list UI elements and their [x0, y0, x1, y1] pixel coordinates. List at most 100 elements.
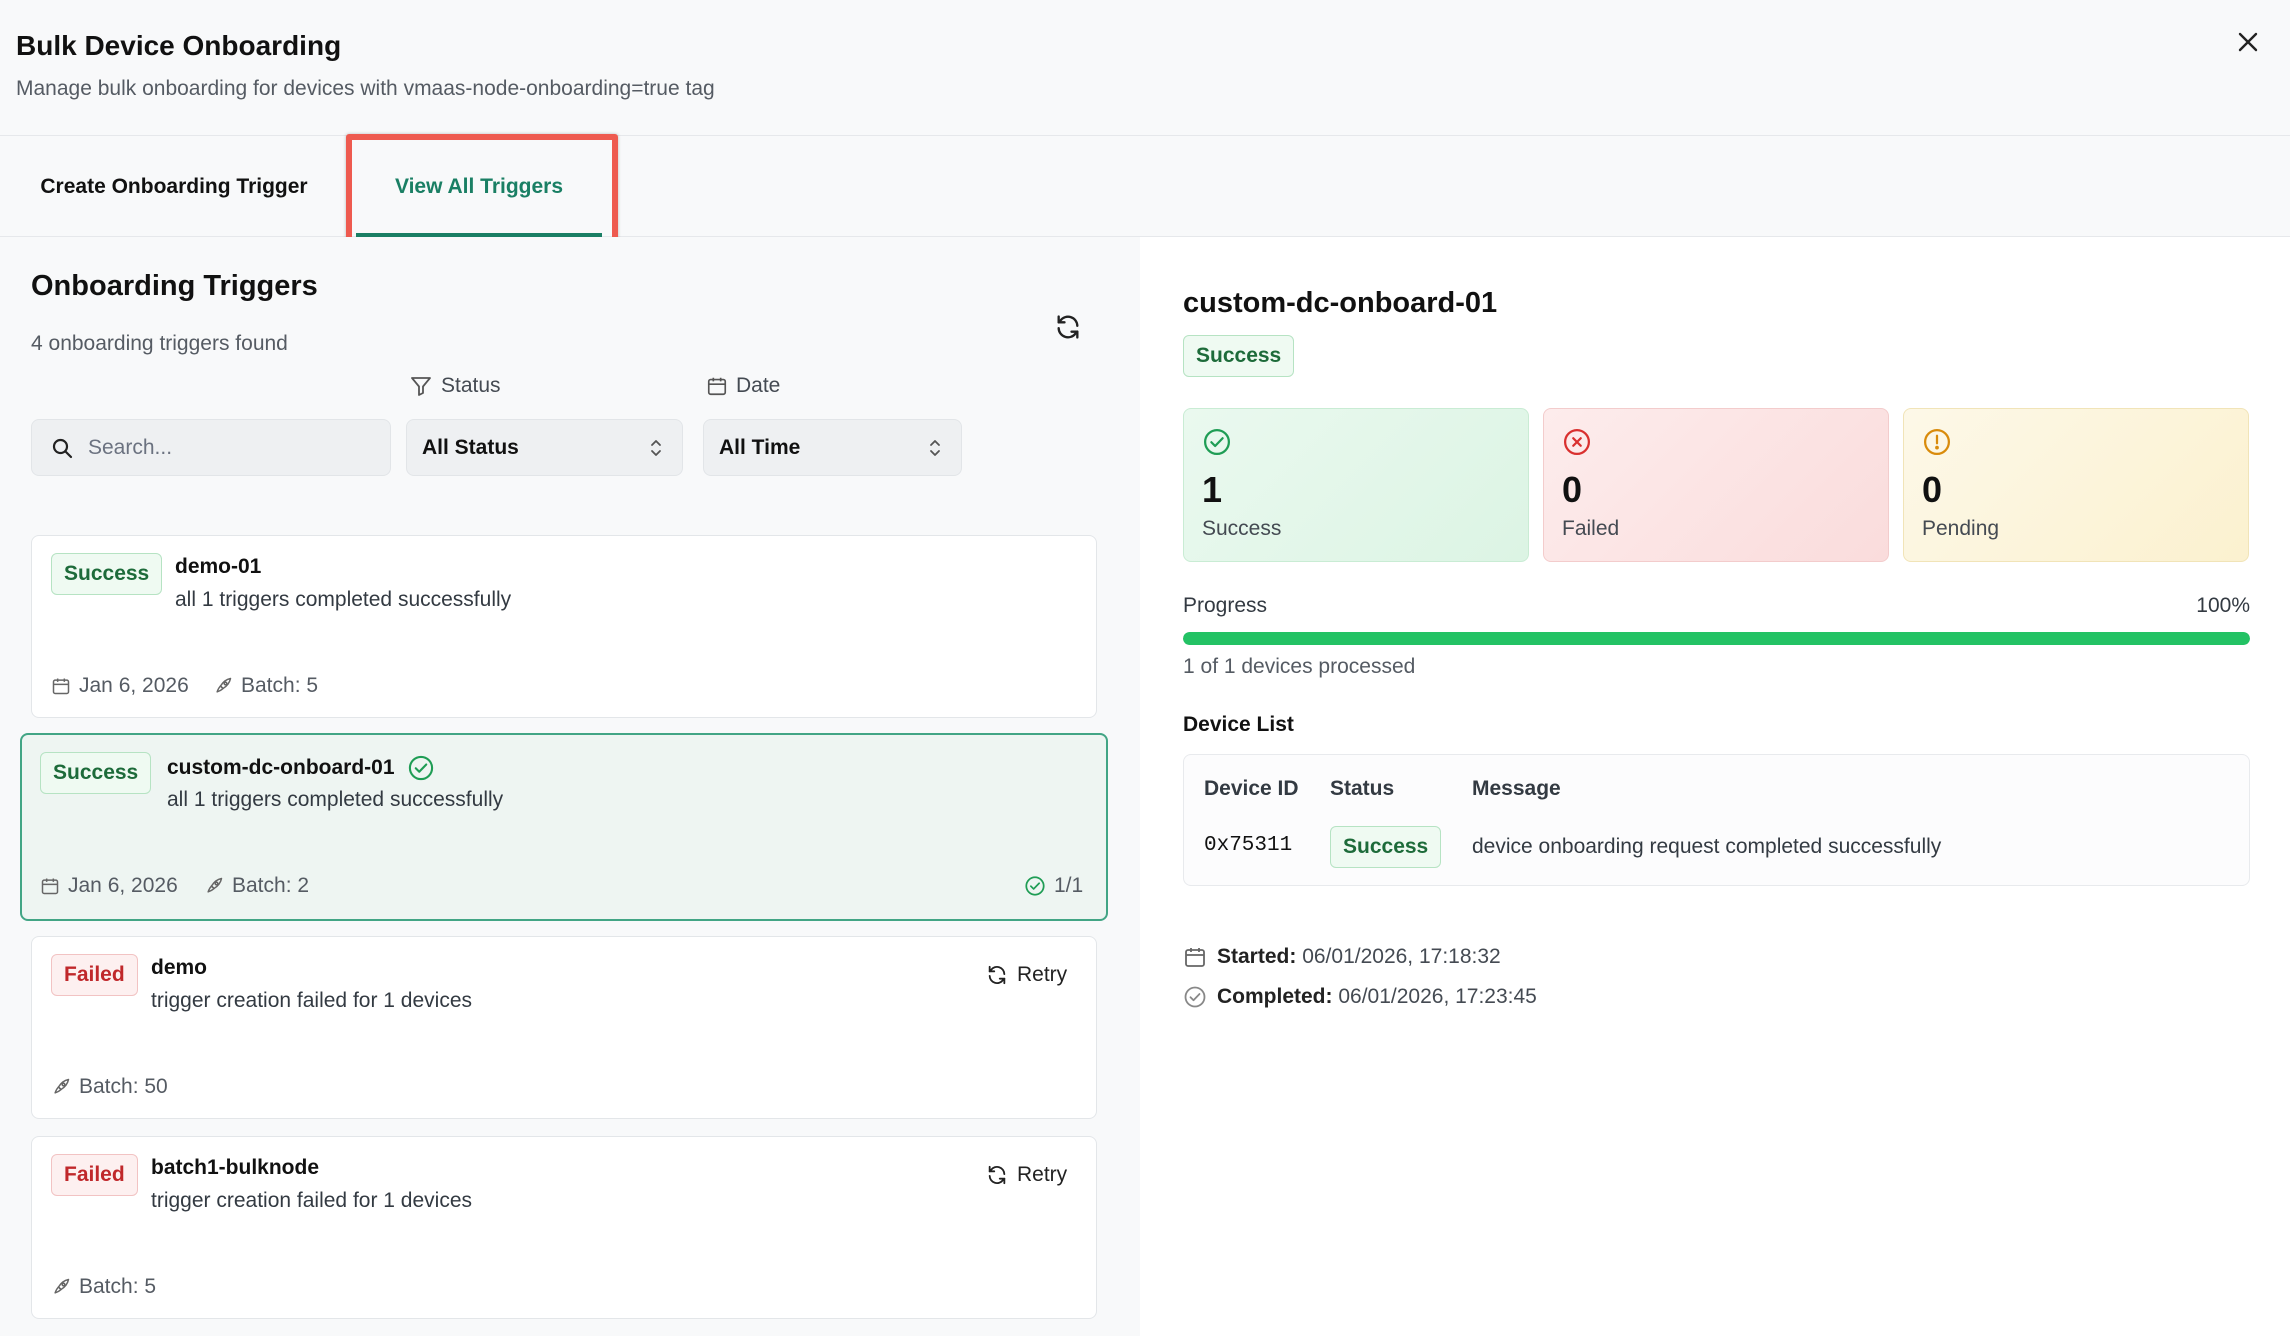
trigger-name-text: batch1-bulknode [151, 1156, 320, 1179]
refresh-icon [988, 965, 1006, 985]
status-select[interactable]: All Status [406, 419, 683, 476]
active-tab-indicator [356, 233, 602, 237]
trigger-detail-panel: custom-dc-onboard-01 Success 1 Success 0… [1140, 237, 2290, 1336]
started-time: Started: 06/01/2026, 17:18:32 [1183, 945, 1501, 969]
trigger-name: demo [151, 956, 207, 980]
search-input[interactable] [88, 435, 368, 460]
device-id-cell: 0x75311 [1204, 834, 1293, 857]
completed-value: 06/01/2026, 17:23:45 [1338, 985, 1537, 1008]
dialog-title: Bulk Device Onboarding [16, 30, 342, 61]
progress-percent: 100% [2196, 594, 2250, 617]
device-list-table: Device ID Status Message 0x75311 Success… [1183, 754, 2250, 886]
trigger-batch: Batch: 5 [213, 674, 318, 698]
trigger-batch: Batch: 5 [51, 1275, 156, 1299]
refresh-icon [988, 1165, 1006, 1185]
retry-button[interactable]: Retry [986, 963, 1067, 987]
trigger-batch-text: Batch: 2 [232, 874, 310, 897]
column-header-message: Message [1472, 777, 1561, 800]
completed-label: Completed: [1217, 985, 1333, 1008]
trigger-card[interactable]: Failed batch1-bulknode trigger creation … [31, 1136, 1097, 1319]
trigger-date-text: Jan 6, 2026 [68, 874, 178, 897]
tab-label: Create Onboarding Trigger [40, 174, 308, 198]
trigger-name-text: custom-dc-onboard-01 [167, 756, 395, 779]
status-label-text: Status [441, 374, 501, 397]
progress-bar-fill [1183, 632, 2250, 645]
search-icon [52, 438, 73, 458]
trigger-name-text: demo-01 [175, 555, 262, 578]
refresh-button[interactable] [1050, 309, 1086, 345]
refresh-icon [1057, 315, 1079, 339]
check-circle-icon [408, 755, 433, 781]
section-title: Onboarding Triggers [31, 270, 318, 302]
trigger-card[interactable]: Success demo-01 all 1 triggers completed… [31, 535, 1097, 718]
dialog-header: Bulk Device Onboarding Manage bulk onboa… [0, 0, 2290, 136]
started-label: Started: [1217, 945, 1297, 968]
detail-title: custom-dc-onboard-01 [1183, 287, 1498, 319]
filter-icon [411, 377, 431, 396]
progress-subtext: 1 of 1 devices processed [1183, 655, 1416, 678]
close-icon [2238, 32, 2258, 52]
alert-circle-icon [1924, 429, 1950, 455]
calendar-icon [707, 377, 727, 396]
pending-label: Pending [1922, 517, 2000, 540]
tab-label: View All Triggers [394, 174, 564, 198]
started-value: 06/01/2026, 17:18:32 [1302, 945, 1501, 968]
retry-button[interactable]: Retry [986, 1163, 1067, 1187]
trigger-batch: Batch: 50 [51, 1075, 168, 1099]
trigger-progress: 1/1 [1024, 874, 1083, 898]
trigger-date-text: Jan 6, 2026 [79, 674, 189, 697]
trigger-name-text: demo [151, 956, 208, 979]
date-select-value: All Time [719, 435, 801, 459]
date-select[interactable]: All Time [703, 419, 962, 476]
trigger-date: Jan 6, 2026 [40, 874, 178, 898]
status-badge: Failed [51, 1154, 138, 1196]
failed-stat-card: 0 Failed [1543, 408, 1889, 562]
chevron-up-down-icon [930, 439, 940, 456]
status-badge: Failed [51, 954, 138, 996]
tab-view-all-triggers[interactable]: View All Triggers [356, 136, 602, 237]
close-button[interactable] [2230, 24, 2266, 60]
status-filter-label: Status [409, 374, 501, 398]
date-filter-label: Date [706, 374, 780, 398]
check-circle-icon [1184, 986, 1206, 1008]
trigger-message: trigger creation failed for 1 devices [151, 989, 472, 1012]
trigger-message: all 1 triggers completed successfully [167, 788, 504, 811]
completed-time: Completed: 06/01/2026, 17:23:45 [1183, 985, 1537, 1009]
column-header-status: Status [1330, 777, 1395, 800]
check-circle-icon [1025, 876, 1045, 896]
search-field[interactable] [31, 419, 391, 476]
detail-status-badge: Success [1183, 335, 1295, 377]
date-label-text: Date [736, 374, 781, 397]
calendar-icon [41, 878, 59, 895]
trigger-card[interactable]: Failed demo trigger creation failed for … [31, 936, 1097, 1119]
triggers-list-panel: Onboarding Triggers 4 onboarding trigger… [0, 237, 1140, 1336]
trigger-batch-text: Batch: 5 [79, 1275, 157, 1298]
trigger-name: demo-01 [175, 555, 261, 579]
device-list-title: Device List [1183, 713, 1294, 736]
status-badge: Success [51, 553, 163, 595]
trigger-card-selected[interactable]: Success custom-dc-onboard-01 all 1 trigg… [20, 733, 1108, 921]
rocket-icon [54, 1078, 70, 1094]
triggers-count: 4 onboarding triggers found [31, 332, 288, 355]
trigger-date: Jan 6, 2026 [51, 674, 189, 698]
tab-create-onboarding-trigger[interactable]: Create Onboarding Trigger [20, 136, 328, 237]
failed-label: Failed [1562, 517, 1620, 540]
pending-count: 0 [1922, 469, 1943, 510]
tab-bar: Create Onboarding Trigger View All Trigg… [0, 136, 2290, 237]
column-header-device-id: Device ID [1204, 777, 1299, 800]
chevron-up-down-icon [651, 439, 661, 456]
trigger-name: batch1-bulknode [151, 1156, 319, 1180]
failed-count: 0 [1562, 469, 1583, 510]
trigger-batch-text: Batch: 5 [241, 674, 319, 697]
check-circle-icon [1204, 429, 1230, 455]
calendar-icon [52, 678, 70, 695]
device-status-badge: Success [1330, 826, 1442, 868]
trigger-progress-text: 1/1 [1054, 874, 1084, 897]
retry-label: Retry [1017, 1163, 1068, 1186]
x-circle-icon [1564, 429, 1590, 455]
success-label: Success [1202, 517, 1282, 540]
trigger-name: custom-dc-onboard-01 [167, 754, 435, 782]
device-message-cell: device onboarding request completed succ… [1472, 835, 1942, 858]
rocket-icon [216, 677, 232, 693]
trigger-message: all 1 triggers completed successfully [175, 588, 512, 611]
